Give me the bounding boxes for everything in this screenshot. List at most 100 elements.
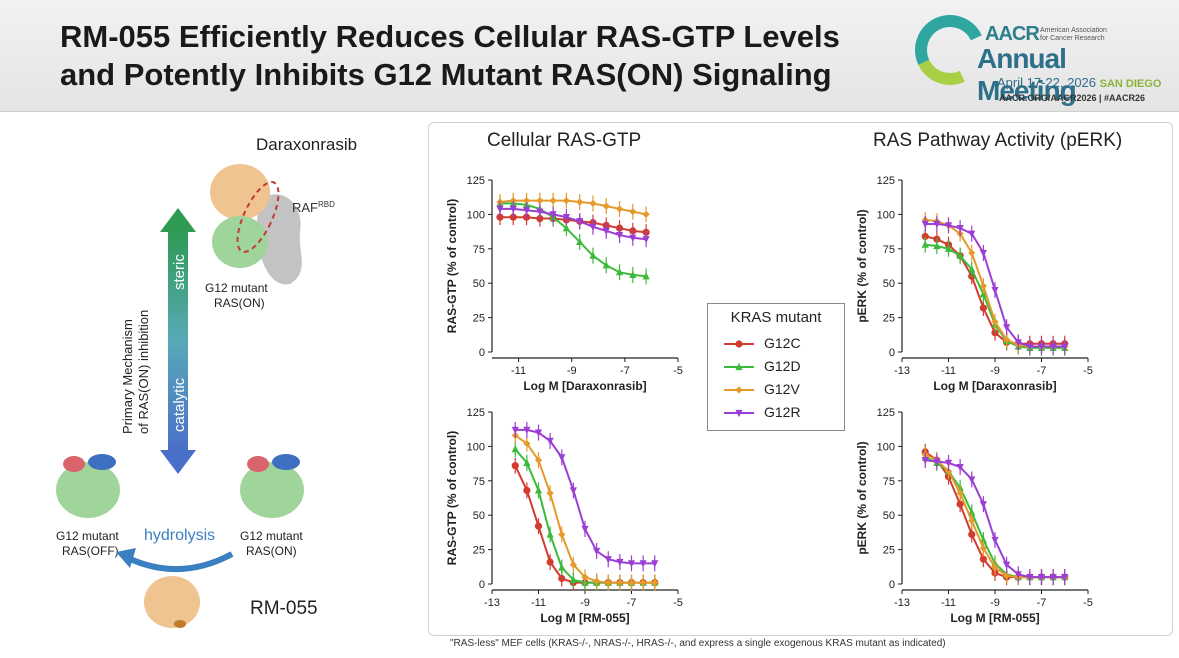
data-point-g12d xyxy=(569,575,577,583)
data-point-g12v xyxy=(615,205,624,213)
y-axis-label: pERK (% of control) xyxy=(855,441,869,554)
title-line-1: RM-055 Efficiently Reduces Cellular RAS-… xyxy=(60,19,840,54)
axis-label-2: of RAS(ON) inhibition xyxy=(136,310,151,434)
legend-symbol-g12r xyxy=(735,409,743,418)
axis-label-1: Primary Mechanism xyxy=(120,319,135,434)
y-tick-label: 100 xyxy=(877,441,895,453)
data-point-g12c xyxy=(558,574,566,583)
data-point-g12d xyxy=(615,268,624,276)
y-axis-label: RAS-GTP (% of control) xyxy=(445,199,459,333)
raf-shape xyxy=(210,164,270,220)
data-point-g12c xyxy=(509,213,517,221)
y-axis-label: RAS-GTP (% of control) xyxy=(445,431,459,565)
data-point-g12v xyxy=(576,198,584,206)
data-point-g12v xyxy=(589,199,597,207)
raf-label-sup: RBD xyxy=(318,200,335,209)
legend-item-g12v: G12V xyxy=(722,380,842,400)
legend-label-g12d: G12D xyxy=(764,358,801,374)
ras-on-top-shape xyxy=(212,216,268,268)
data-point-g12v xyxy=(602,202,610,210)
data-point-g12r xyxy=(1014,339,1022,347)
y-tick-label: 25 xyxy=(473,545,485,557)
data-point-g12r xyxy=(615,231,624,240)
footnote: "RAS-less" MEF cells (KRAS-/-, NRAS-/-, … xyxy=(450,638,946,649)
data-point-g12r xyxy=(933,458,941,466)
drug-bottom-label: RM-055 xyxy=(250,598,318,619)
data-point-g12r xyxy=(1061,343,1069,351)
ras-on-bottom-label-1: G12 mutant xyxy=(240,529,303,543)
data-point-g12c xyxy=(921,232,929,241)
data-point-g12c xyxy=(979,304,987,312)
data-point-g12r xyxy=(1014,571,1022,579)
y-tick-label: 75 xyxy=(883,476,895,488)
data-point-g12r xyxy=(522,207,531,215)
y-tick-label: 50 xyxy=(473,510,485,522)
data-point-g12r xyxy=(581,525,589,534)
data-point-g12d xyxy=(968,265,976,273)
data-point-g12r xyxy=(991,536,999,545)
x-tick-label: -13 xyxy=(484,597,500,609)
x-tick-label: -9 xyxy=(567,365,577,377)
x-tick-label: -11 xyxy=(941,365,956,377)
data-point-g12r xyxy=(629,234,637,242)
x-tick-label: -5 xyxy=(1083,365,1093,377)
data-point-g12r xyxy=(509,205,517,213)
x-tick-label: -11 xyxy=(941,597,956,609)
data-point-g12r xyxy=(523,426,531,434)
drug-top-label: Daraxonrasib xyxy=(256,135,357,154)
data-point-g12r xyxy=(627,560,636,568)
aacr-logo: AACR American Association for Cancer Res… xyxy=(905,5,1170,106)
logo-association-text: American Association for Cancer Research xyxy=(1040,27,1107,42)
y-tick-label: 75 xyxy=(473,244,485,256)
data-point-g12r xyxy=(639,560,647,568)
ras-on-bottom-protein xyxy=(240,454,304,518)
chart-ras-gtp-rm055: 0 25 50 75 100 125 -13 -11 -9 -7 -5 Log M [RM-055] R… xyxy=(445,407,683,625)
data-point-g12v xyxy=(536,197,544,205)
data-point-g12v xyxy=(522,197,531,205)
data-point-g12r xyxy=(1037,574,1046,582)
data-point-g12d xyxy=(558,563,566,571)
y-tick-label: 75 xyxy=(883,244,895,256)
y-tick-label: 0 xyxy=(479,579,485,591)
series-line-g12v xyxy=(499,199,647,216)
x-tick-label: -5 xyxy=(673,597,683,609)
data-point-g12c xyxy=(979,555,987,563)
data-point-g12r xyxy=(602,227,610,236)
data-point-g12v xyxy=(968,249,976,257)
series-line-g12r xyxy=(500,207,647,241)
data-point-g12v xyxy=(562,197,570,205)
y-tick-label: 100 xyxy=(877,209,895,221)
data-point-g12r xyxy=(921,220,929,229)
data-point-g12r xyxy=(968,476,976,484)
data-point-g12r xyxy=(593,547,601,556)
ras-off-red-patch xyxy=(63,456,85,472)
x-tick-label: -5 xyxy=(1083,597,1093,609)
data-point-g12v xyxy=(629,208,637,216)
data-point-g12c xyxy=(546,558,554,566)
raf-label-main: RAF xyxy=(292,200,318,215)
mechanism-double-arrow xyxy=(160,208,196,474)
data-point-g12r xyxy=(1037,343,1046,351)
y-tick-label: 75 xyxy=(473,476,485,488)
kras-legend: KRAS mutant G12C G12D G12V G12R xyxy=(707,303,845,431)
hydrolysis-label: hydrolysis xyxy=(144,527,215,544)
data-point-g12r xyxy=(1003,561,1011,569)
data-point-g12d xyxy=(562,224,570,232)
data-point-g12d xyxy=(944,244,953,252)
logo-date-text: April 17-22, 2026 xyxy=(997,75,1097,90)
data-point-g12v xyxy=(979,544,987,552)
data-point-g12c xyxy=(511,462,519,470)
y-tick-label: 50 xyxy=(883,510,895,522)
data-point-g12r xyxy=(496,205,504,213)
y-tick-label: 125 xyxy=(467,407,485,419)
data-point-g12r xyxy=(979,501,987,509)
data-point-g12r xyxy=(944,459,953,468)
data-point-g12r xyxy=(589,223,597,231)
ras-on-bottom-red-patch xyxy=(247,456,269,472)
data-point-g12d xyxy=(523,458,531,467)
data-point-g12r xyxy=(1061,574,1069,582)
x-tick-label: -13 xyxy=(894,597,910,609)
x-tick-label: -7 xyxy=(1037,597,1047,609)
arrow-down-head xyxy=(160,450,196,474)
y-tick-label: 125 xyxy=(877,175,895,187)
